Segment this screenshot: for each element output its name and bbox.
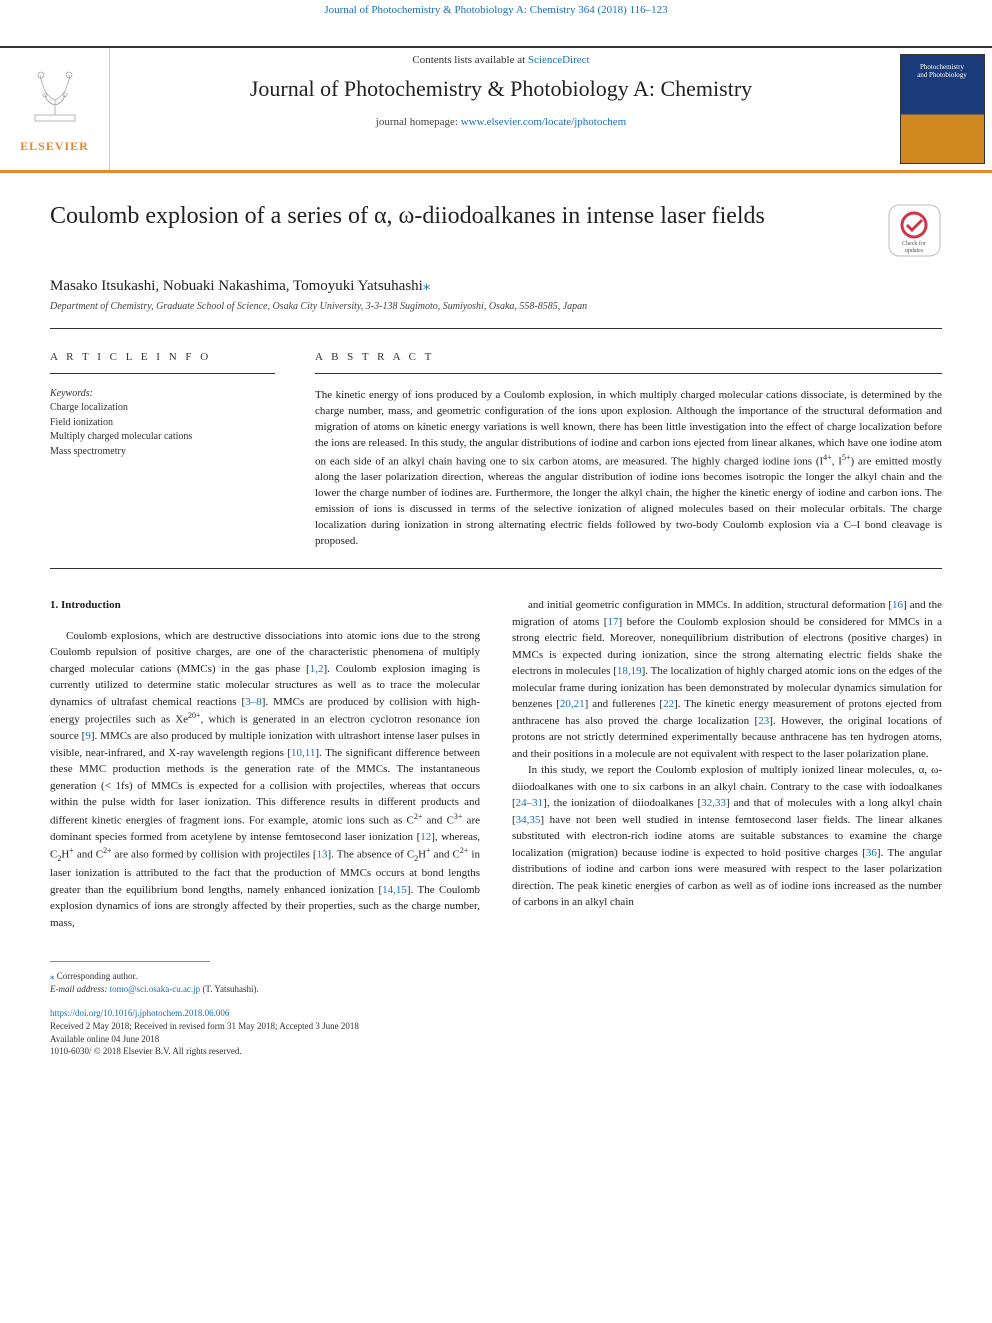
svg-text:updates: updates xyxy=(905,248,924,254)
email-suffix: (T. Yatsuhashi). xyxy=(200,984,259,994)
keywords-heading: Keywords: xyxy=(50,388,275,399)
homepage-prefix: journal homepage: xyxy=(376,116,461,128)
journal-name: Journal of Photochemistry & Photobiology… xyxy=(120,76,882,102)
body-columns: 1. Introduction Coulomb explosions, whic… xyxy=(0,569,992,931)
info-underline xyxy=(50,373,275,374)
check-updates-badge[interactable]: Check for updates xyxy=(887,203,942,258)
available-line: Available online 04 June 2018 xyxy=(50,1033,942,1046)
corresponding-author-note: ⁎ Corresponding author. xyxy=(50,970,942,983)
info-abstract-row: A R T I C L E I N F O Keywords: Charge l… xyxy=(0,329,992,568)
corresponding-mark-icon[interactable]: ⁎ xyxy=(423,278,431,294)
abstract-underline xyxy=(315,373,942,374)
email-link[interactable]: tomo@sci.osaka-cu.ac.jp xyxy=(110,984,201,994)
contents-prefix: Contents lists available at xyxy=(412,54,527,66)
abstract-column: A B S T R A C T The kinetic energy of io… xyxy=(315,351,942,550)
svg-text:Check for: Check for xyxy=(902,240,926,247)
journal-cover: Photochemistry and Photobiology xyxy=(892,48,992,170)
copyright-line: 1010-6030/ © 2018 Elsevier B.V. All righ… xyxy=(50,1045,942,1058)
body-paragraph: Coulomb explosions, which are destructiv… xyxy=(50,628,480,932)
keyword-item: Field ionization xyxy=(50,416,275,431)
elsevier-label: ELSEVIER xyxy=(20,139,89,154)
sciencedirect-link[interactable]: ScienceDirect xyxy=(528,54,590,66)
abstract-label: A B S T R A C T xyxy=(315,351,942,363)
title-row: Coulomb explosion of a series of α, ω-di… xyxy=(0,173,992,266)
email-line: E-mail address: tomo@sci.osaka-cu.ac.jp … xyxy=(50,983,942,996)
footer-divider xyxy=(50,961,210,962)
affiliation: Department of Chemistry, Graduate School… xyxy=(0,295,992,328)
keyword-item: Charge localization xyxy=(50,401,275,416)
article-info-column: A R T I C L E I N F O Keywords: Charge l… xyxy=(50,351,275,550)
body-paragraph: and initial geometric configuration in M… xyxy=(512,597,942,762)
article-title: Coulomb explosion of a series of α, ω-di… xyxy=(50,203,867,230)
authors-line: Masako Itsukashi, Nobuaki Nakashima, Tom… xyxy=(0,276,992,295)
abstract-text: The kinetic energy of ions produced by a… xyxy=(315,388,942,550)
elsevier-tree-icon xyxy=(25,65,85,135)
authors-text: Masako Itsukashi, Nobuaki Nakashima, Tom… xyxy=(50,278,423,294)
page-footer: ⁎ Corresponding author. E-mail address: … xyxy=(0,931,992,1098)
keyword-item: Multiply charged molecular cations xyxy=(50,430,275,445)
email-label: E-mail address: xyxy=(50,984,110,994)
elsevier-logo[interactable]: ELSEVIER xyxy=(0,48,110,170)
header-center: Contents lists available at ScienceDirec… xyxy=(110,48,892,170)
body-column-right: and initial geometric configuration in M… xyxy=(512,597,942,931)
homepage-line: journal homepage: www.elsevier.com/locat… xyxy=(120,116,882,128)
doi-link[interactable]: https://doi.org/10.1016/j.jphotochem.201… xyxy=(50,1008,229,1018)
keyword-item: Mass spectrometry xyxy=(50,445,275,460)
body-column-left: 1. Introduction Coulomb explosions, whic… xyxy=(50,597,480,931)
section-heading-intro: 1. Introduction xyxy=(50,597,480,614)
corr-text: Corresponding author. xyxy=(55,971,138,981)
cover-text-1: Photochemistry xyxy=(920,63,964,71)
citation-header: Journal of Photochemistry & Photobiology… xyxy=(0,4,992,16)
received-line: Received 2 May 2018; Received in revised… xyxy=(50,1020,942,1033)
cover-text-2: and Photobiology xyxy=(917,71,967,79)
cover-thumbnail[interactable]: Photochemistry and Photobiology xyxy=(900,54,985,164)
body-paragraph: In this study, we report the Coulomb exp… xyxy=(512,762,942,911)
journal-header-band: ELSEVIER Contents lists available at Sci… xyxy=(0,46,992,173)
contents-line: Contents lists available at ScienceDirec… xyxy=(120,54,882,66)
article-info-label: A R T I C L E I N F O xyxy=(50,351,275,363)
homepage-link[interactable]: www.elsevier.com/locate/jphotochem xyxy=(461,116,626,128)
